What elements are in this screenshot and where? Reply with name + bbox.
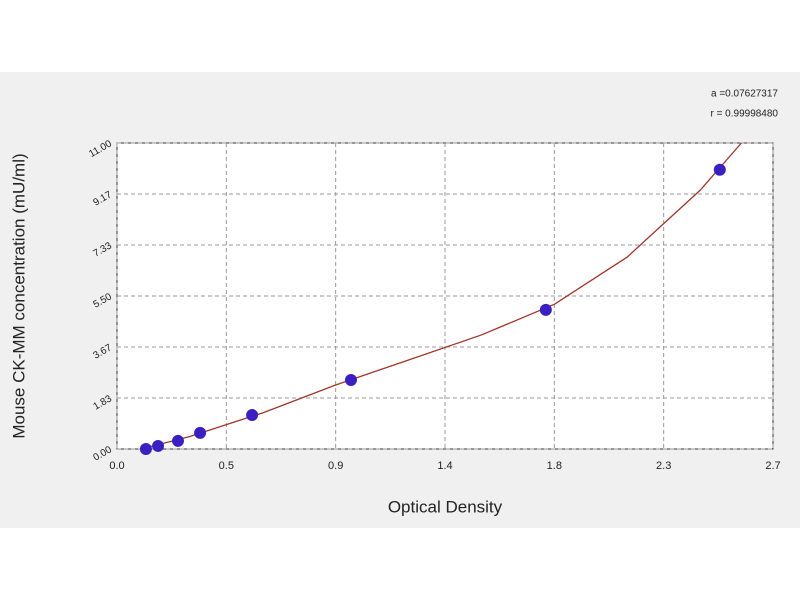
x-axis-title: Optical Density (388, 497, 503, 516)
annotation: r = 0.99998480 (710, 109, 778, 120)
data-point (344, 374, 357, 387)
fit-curve (141, 142, 742, 450)
data-point (713, 163, 726, 176)
x-tick-label: 2.3 (656, 460, 671, 472)
x-tick-label: 0.9 (328, 460, 343, 472)
x-tick-label: 0.0 (109, 460, 124, 472)
x-tick-label: 1.8 (547, 460, 562, 472)
x-tick-label: 2.7 (765, 460, 780, 472)
x-tick-label: 1.4 (437, 460, 452, 472)
data-point (539, 303, 552, 316)
annotation: a =0.07627317 (711, 89, 778, 100)
y-axis-title: Mouse CK-MM concentration (mU/ml) (9, 153, 28, 438)
data-point (139, 443, 152, 455)
data-point (171, 434, 184, 447)
x-tick-label: 0.5 (219, 460, 234, 472)
data-point (246, 409, 259, 422)
data-point (152, 439, 165, 452)
data-point (194, 426, 207, 439)
